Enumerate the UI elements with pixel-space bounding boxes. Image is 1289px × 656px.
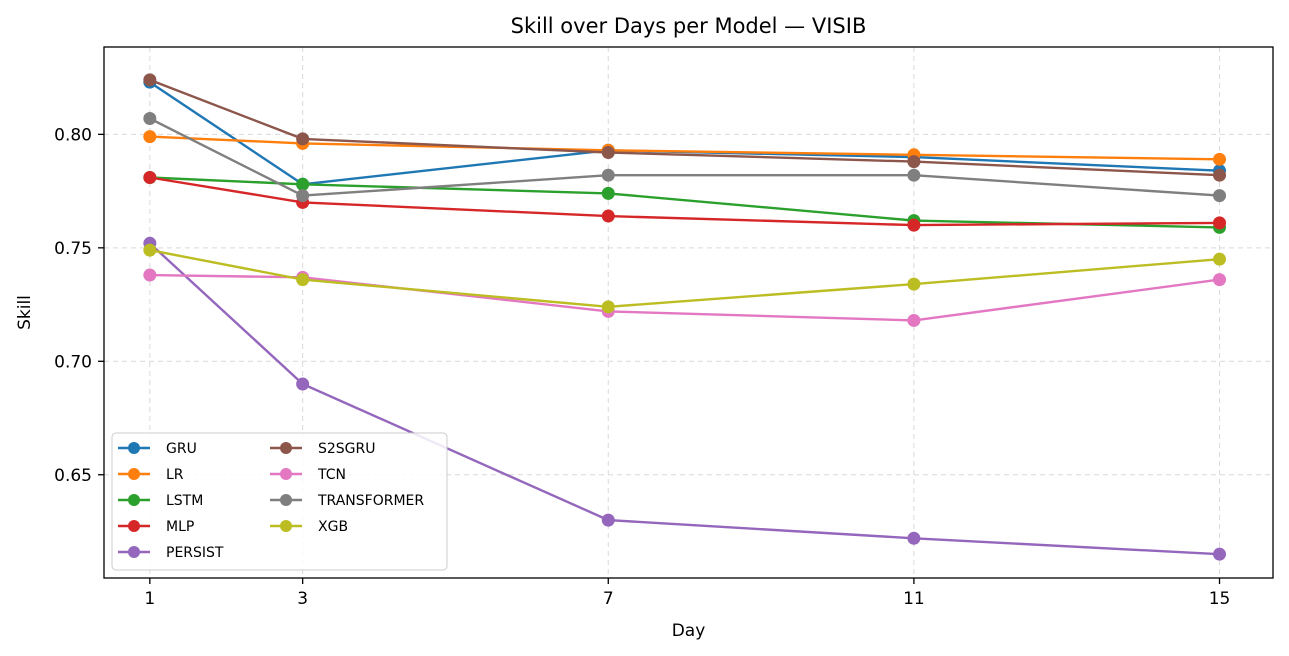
- legend-marker: [280, 494, 292, 506]
- x-tick-label: 7: [603, 589, 614, 609]
- legend-entry-tcn: TCN: [270, 467, 346, 483]
- data-point-persist: [296, 377, 310, 391]
- data-point-xgb: [601, 300, 615, 314]
- y-tick-label: 0.70: [54, 352, 92, 372]
- data-point-persist: [1213, 547, 1227, 561]
- legend-label: S2SGRU: [318, 441, 376, 457]
- plot-frame: [103, 46, 1274, 579]
- series-persist: [143, 236, 1227, 561]
- legend-marker: [128, 442, 140, 454]
- legend-label: XGB: [318, 519, 348, 535]
- legend-box: [111, 432, 448, 571]
- legend-entry-persist: PERSIST: [118, 545, 224, 561]
- legend-label: LSTM: [166, 493, 203, 509]
- legend-entry-xgb: XGB: [270, 519, 348, 535]
- y-tick-label: 0.75: [54, 239, 92, 259]
- legend-marker: [280, 468, 292, 480]
- series-layer: [143, 73, 1227, 561]
- data-point-mlp: [907, 218, 921, 232]
- legend-marker: [128, 546, 140, 558]
- data-point-lr: [1213, 152, 1227, 166]
- data-point-transformer: [907, 168, 921, 182]
- data-point-transformer: [296, 189, 310, 203]
- x-axis-label: Day: [672, 621, 706, 641]
- legend: GRU LR LSTM MLP PERSIST S2SGRU TCN TRANSFORMER X…: [111, 432, 448, 571]
- data-point-s2sgru: [601, 146, 615, 160]
- x-tick-label: 11: [903, 589, 925, 609]
- legend-entry-lstm: LSTM: [118, 493, 203, 509]
- data-point-lr: [143, 130, 157, 144]
- series-xgb: [143, 243, 1227, 314]
- x-tick-label: 1: [144, 589, 155, 609]
- legend-entry-transformer: TRANSFORMER: [270, 493, 424, 509]
- y-axis-label: Skill: [15, 295, 35, 330]
- legend-marker: [128, 494, 140, 506]
- series-line-tcn: [149, 273, 1220, 322]
- legend-entry-mlp: MLP: [118, 519, 194, 535]
- data-point-persist: [907, 531, 921, 545]
- data-point-tcn: [1213, 273, 1227, 287]
- legend-entry-gru: GRU: [118, 441, 197, 457]
- data-point-s2sgru: [1213, 168, 1227, 182]
- legend-marker: [280, 520, 292, 532]
- data-point-xgb: [907, 277, 921, 291]
- data-point-mlp: [1213, 216, 1227, 230]
- series-line-s2sgru: [149, 78, 1220, 177]
- legend-label: LR: [166, 467, 184, 483]
- series-transformer: [143, 111, 1227, 203]
- legend-label: MLP: [166, 519, 194, 535]
- x-tick-label: 3: [297, 589, 308, 609]
- data-point-s2sgru: [143, 73, 157, 87]
- legend-label: GRU: [166, 441, 197, 457]
- legend-entry-s2sgru: S2SGRU: [270, 441, 376, 457]
- axis-layer: 1 3 7 11 15 0.65 0.70 0.75 0.80: [54, 125, 1230, 609]
- data-point-lstm: [296, 177, 310, 191]
- data-point-s2sgru: [907, 155, 921, 169]
- y-tick-label: 0.80: [54, 125, 92, 145]
- data-point-s2sgru: [296, 132, 310, 146]
- data-point-persist: [601, 513, 615, 527]
- legend-marker: [128, 520, 140, 532]
- chart-title: Skill over Days per Model — VISIB: [511, 14, 867, 38]
- data-point-transformer: [601, 168, 615, 182]
- legend-label: TCN: [317, 467, 346, 483]
- data-point-transformer: [1213, 189, 1227, 203]
- legend-marker: [280, 442, 292, 454]
- data-point-xgb: [143, 243, 157, 257]
- legend-label: PERSIST: [166, 545, 224, 561]
- data-point-tcn: [143, 268, 157, 282]
- data-point-mlp: [143, 170, 157, 184]
- data-point-mlp: [601, 209, 615, 223]
- legend-marker: [128, 468, 140, 480]
- series-mlp: [143, 170, 1227, 232]
- data-point-lstm: [601, 186, 615, 200]
- data-point-xgb: [296, 273, 310, 287]
- x-tick-label: 15: [1209, 589, 1231, 609]
- data-point-xgb: [1213, 252, 1227, 266]
- y-tick-label: 0.65: [54, 466, 92, 486]
- legend-label: TRANSFORMER: [317, 493, 424, 509]
- series-s2sgru: [143, 73, 1227, 182]
- data-point-tcn: [907, 313, 921, 327]
- data-point-transformer: [143, 111, 157, 125]
- legend-entry-lr: LR: [118, 467, 184, 483]
